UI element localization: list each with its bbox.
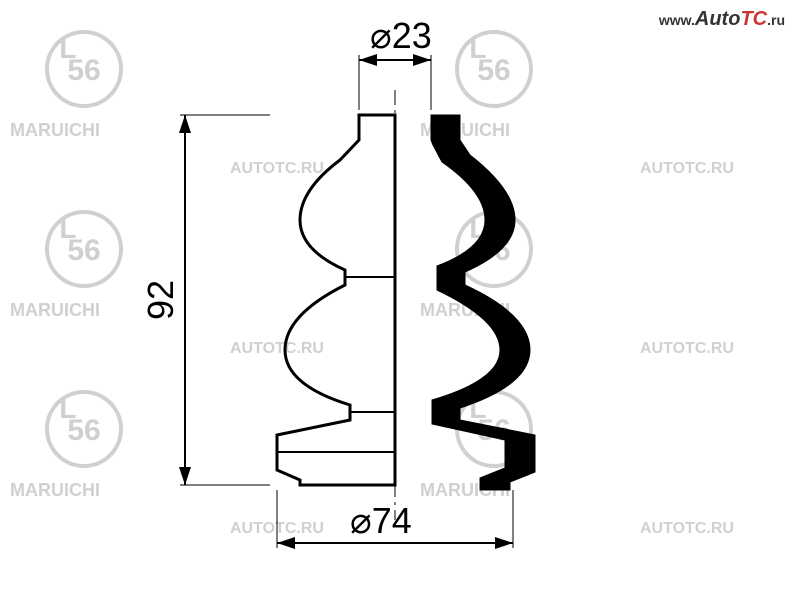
autotc-watermark: AUTOTC.RU	[640, 160, 734, 178]
dia-symbol-top: ⌀	[370, 15, 392, 56]
boot-right-neck	[431, 115, 437, 140]
autotc-watermark: AUTOTC.RU	[640, 520, 734, 538]
logo-watermark: L56	[45, 390, 123, 468]
brand-watermark: MARUICHI	[10, 480, 100, 501]
dia-symbol-bot: ⌀	[350, 500, 372, 541]
url-tc: TC	[740, 8, 767, 30]
dim-height-label: 92	[140, 280, 182, 320]
technical-diagram: ⌀23 92 ⌀74	[170, 40, 630, 560]
logo-watermark: L56	[45, 30, 123, 108]
dim-bot-label: ⌀74	[350, 500, 412, 542]
url-auto: Auto	[695, 8, 741, 30]
url-www: www.	[659, 12, 695, 28]
url-watermark: www.AutoTC.ru	[659, 8, 785, 31]
brand-watermark: MARUICHI	[10, 120, 100, 141]
brand-watermark: MARUICHI	[10, 300, 100, 321]
dim-height-value: 92	[140, 280, 181, 320]
dim-top-label: ⌀23	[370, 15, 432, 57]
diagram-svg	[170, 40, 630, 560]
boot-left-outline	[277, 115, 395, 485]
logo-watermark: L56	[45, 210, 123, 288]
dim-top-value: 23	[392, 15, 432, 56]
url-ru: .ru	[767, 12, 785, 28]
boot-right-section	[431, 115, 535, 490]
autotc-watermark: AUTOTC.RU	[640, 340, 734, 358]
dim-bot-value: 74	[372, 500, 412, 541]
